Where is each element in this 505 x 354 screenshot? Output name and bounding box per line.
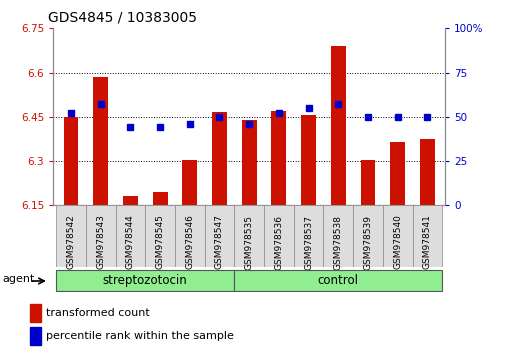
- Text: GSM978541: GSM978541: [422, 215, 431, 269]
- Bar: [175, 205, 204, 267]
- Bar: [382, 205, 412, 267]
- Bar: [115, 205, 145, 267]
- Bar: [30, 304, 41, 321]
- Text: GSM978542: GSM978542: [66, 215, 75, 269]
- Text: agent: agent: [3, 274, 35, 284]
- Text: GSM978547: GSM978547: [215, 215, 224, 269]
- Bar: [360, 160, 375, 205]
- Bar: [204, 205, 234, 267]
- Text: transformed count: transformed count: [45, 308, 149, 318]
- Bar: [182, 160, 197, 205]
- Text: streptozotocin: streptozotocin: [103, 274, 187, 287]
- Bar: [271, 111, 286, 205]
- Text: GDS4845 / 10383005: GDS4845 / 10383005: [48, 11, 196, 25]
- Text: GSM978535: GSM978535: [244, 215, 253, 270]
- Bar: [86, 205, 115, 267]
- Bar: [145, 205, 175, 267]
- Bar: [234, 205, 264, 267]
- Bar: [389, 142, 405, 205]
- Text: GSM978540: GSM978540: [392, 215, 401, 269]
- Text: GSM978539: GSM978539: [363, 215, 372, 270]
- Bar: [412, 205, 441, 267]
- Text: control: control: [317, 274, 358, 287]
- Bar: [330, 46, 345, 205]
- Text: GSM978543: GSM978543: [96, 215, 105, 269]
- Text: GSM978546: GSM978546: [185, 215, 194, 269]
- Bar: [212, 113, 226, 205]
- Bar: [123, 196, 137, 205]
- Bar: [264, 205, 293, 267]
- Text: percentile rank within the sample: percentile rank within the sample: [45, 331, 233, 341]
- Bar: [323, 205, 352, 267]
- Bar: [241, 120, 256, 205]
- Bar: [419, 139, 434, 205]
- Bar: [93, 77, 108, 205]
- Bar: [293, 205, 323, 267]
- Text: GSM978544: GSM978544: [126, 215, 135, 269]
- Bar: [234, 270, 441, 291]
- Bar: [153, 192, 167, 205]
- Text: GSM978538: GSM978538: [333, 215, 342, 270]
- Bar: [64, 117, 78, 205]
- Bar: [56, 270, 234, 291]
- Text: GSM978545: GSM978545: [155, 215, 164, 269]
- Bar: [30, 327, 41, 345]
- Text: GSM978536: GSM978536: [274, 215, 283, 270]
- Bar: [300, 115, 316, 205]
- Bar: [56, 205, 86, 267]
- Text: GSM978537: GSM978537: [304, 215, 313, 270]
- Bar: [352, 205, 382, 267]
